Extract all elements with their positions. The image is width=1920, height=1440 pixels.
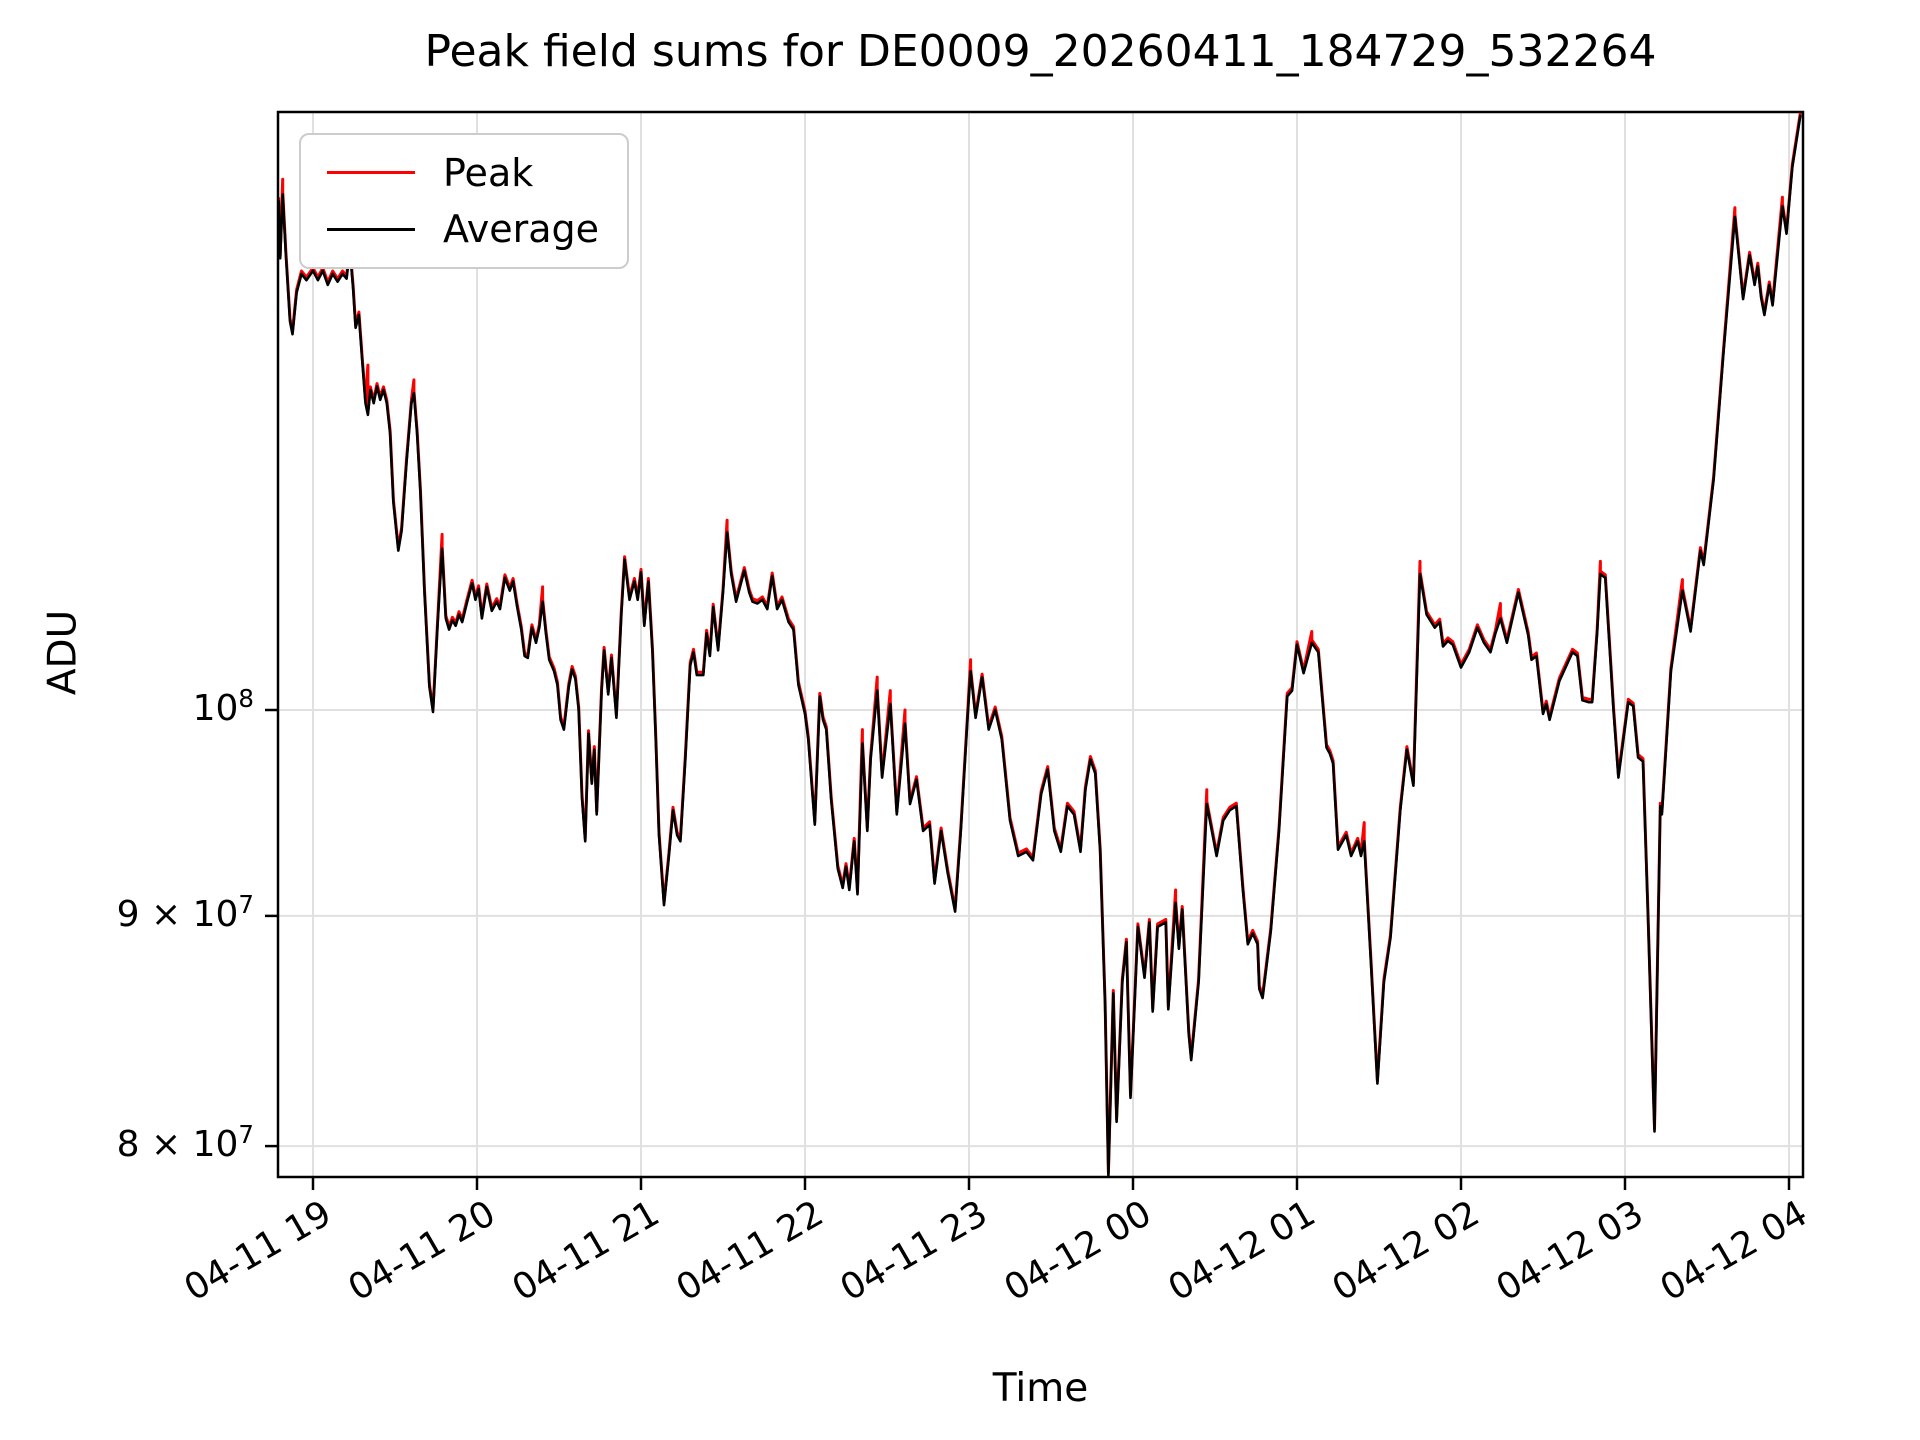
y-tick-base: 10 — [192, 1123, 239, 1165]
y-tick-base: 10 — [192, 893, 239, 935]
tick-marks — [265, 708, 1791, 1190]
legend-label-peak: Peak — [443, 150, 534, 195]
legend-label-average: Average — [443, 207, 600, 252]
peak-line-swatch — [327, 171, 415, 175]
average-line — [278, 114, 1802, 1177]
peak-line — [278, 112, 1802, 1175]
average-line-swatch — [327, 227, 415, 231]
y-tick-label-8e7: 8 × 107 — [34, 1122, 254, 1165]
legend: Peak Average — [299, 133, 629, 269]
y-tick-exponent: 7 — [238, 1119, 254, 1149]
y-tick-exponent: 8 — [238, 683, 254, 713]
y-tick-base: 10 — [192, 687, 239, 729]
x-axis-label: Time — [992, 1366, 1089, 1411]
y-tick-label-9e7: 9 × 107 — [34, 892, 254, 935]
y-tick-prefix: 9 × — [116, 893, 193, 935]
plot-border — [276, 110, 1805, 1179]
y-tick-prefix: 8 × — [116, 1123, 193, 1165]
y-tick-exponent: 7 — [238, 889, 254, 919]
grid-lines — [278, 112, 1803, 1177]
y-tick-label-1e8: 108 — [34, 686, 254, 729]
chart-title: Peak field sums for DE0009_20260411_1847… — [424, 26, 1657, 77]
legend-entry-peak: Peak — [327, 154, 601, 192]
legend-entry-average: Average — [327, 210, 601, 248]
